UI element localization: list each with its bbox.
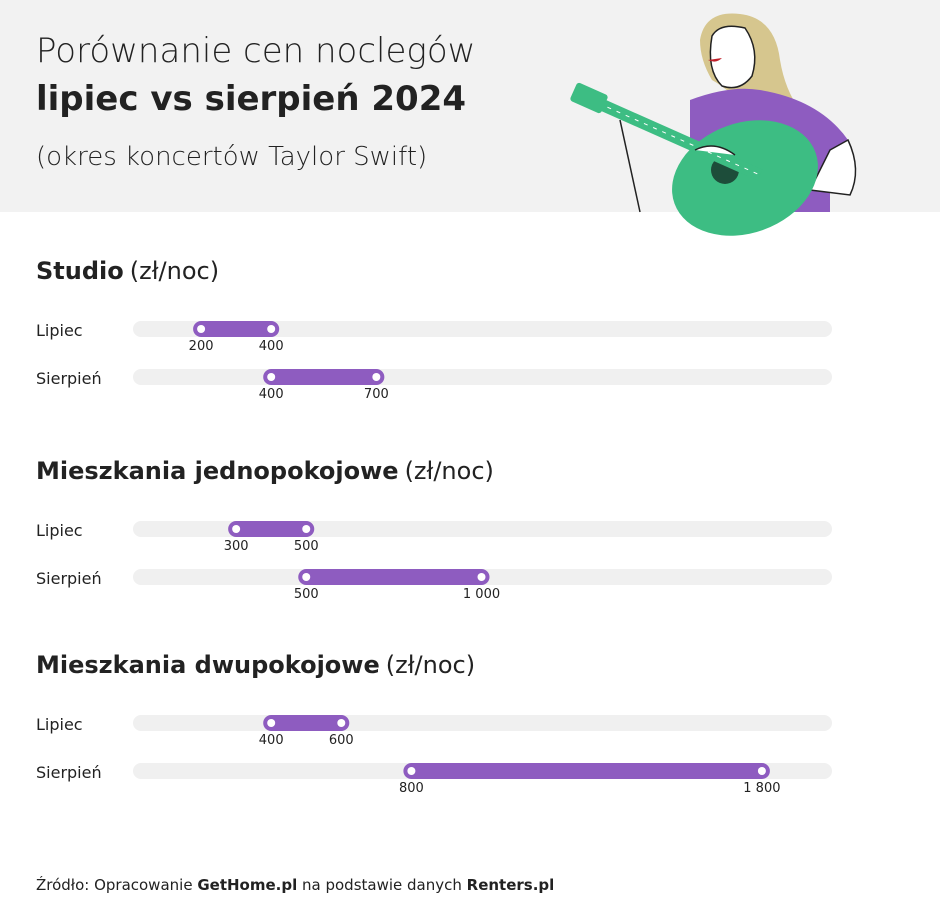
section-unit: (zł/noc)	[130, 257, 219, 285]
source-brand: GetHome.pl	[197, 876, 297, 894]
range-bar	[263, 715, 350, 731]
row-label: Sierpień	[36, 569, 102, 588]
value-label: 400	[259, 387, 284, 402]
range-end	[197, 325, 206, 333]
section-name: Studio	[36, 257, 124, 285]
range-end	[232, 525, 241, 533]
range-bar	[403, 763, 770, 779]
title-line2: lipiec vs sierpień 2024	[36, 79, 466, 119]
value-label: 800	[399, 781, 424, 796]
value-label: 1 800	[743, 781, 780, 796]
range-end	[372, 373, 381, 381]
track	[133, 715, 832, 731]
section-unit: (zł/noc)	[405, 457, 494, 485]
value-label: 300	[224, 539, 249, 554]
section-unit: (zł/noc)	[386, 651, 475, 679]
title-line1: Porównanie cen noclegów	[36, 31, 475, 71]
section-name: Mieszkania jednopokojowe	[36, 457, 399, 485]
range-end	[267, 325, 276, 333]
track	[133, 321, 832, 337]
source-text: Źródło: Opracowanie	[36, 875, 197, 894]
value-label: 500	[294, 539, 319, 554]
range-bar	[263, 369, 385, 385]
value-label: 700	[364, 387, 389, 402]
value-label: 1 000	[463, 587, 500, 602]
value-label: 400	[259, 733, 284, 748]
range-end	[407, 767, 416, 775]
range-end	[267, 373, 276, 381]
source: Źródło: Opracowanie GetHome.pl na podsta…	[36, 875, 554, 894]
range-bar	[193, 321, 280, 337]
range-bar	[228, 521, 315, 537]
illustration	[570, 13, 857, 236]
row-label: Lipiec	[36, 321, 83, 340]
range-end	[302, 573, 311, 581]
range-end	[337, 719, 346, 727]
source-text: na podstawie danych	[297, 876, 466, 894]
track	[133, 369, 832, 385]
section-title: Studio (zł/noc)	[36, 257, 219, 285]
row-label: Sierpień	[36, 763, 102, 782]
value-label: 200	[189, 339, 214, 354]
subtitle: (okres koncertów Taylor Swift)	[36, 142, 427, 172]
range-end	[302, 525, 311, 533]
range-end	[477, 573, 486, 581]
row-label: Lipiec	[36, 715, 83, 734]
source-brand: Renters.pl	[467, 876, 555, 894]
row-label: Sierpień	[36, 369, 102, 388]
section-title: Mieszkania dwupokojowe (zł/noc)	[36, 651, 475, 679]
value-label: 500	[294, 587, 319, 602]
range-bar	[298, 569, 490, 585]
section-name: Mieszkania dwupokojowe	[36, 651, 380, 679]
row-label: Lipiec	[36, 521, 83, 540]
section-title: Mieszkania jednopokojowe (zł/noc)	[36, 457, 494, 485]
range-end	[267, 719, 276, 727]
value-label: 600	[329, 733, 354, 748]
value-label: 400	[259, 339, 284, 354]
range-end	[757, 767, 766, 775]
